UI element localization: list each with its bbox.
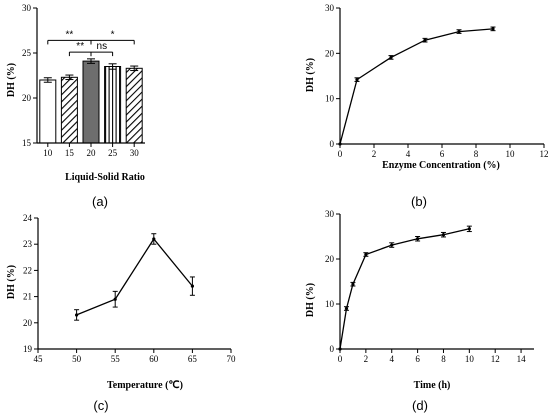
y-tick-label: 21 xyxy=(23,292,32,302)
x-tick-label: 0 xyxy=(338,149,343,159)
series-line xyxy=(339,28,494,145)
data-point xyxy=(190,284,194,288)
x-tick-label: 2 xyxy=(372,149,377,159)
significance-label: ** xyxy=(66,29,74,40)
x-tick-label: 6 xyxy=(440,149,445,159)
chart-a: 15 20 25 30 10 15 20 25 30 **** ns* Liquid-Solid R… xyxy=(6,3,145,209)
y-tick-label: 10 xyxy=(325,299,335,309)
data-point xyxy=(344,306,349,311)
data-point xyxy=(390,243,394,247)
x-tick-label: 12 xyxy=(491,354,500,364)
data-point xyxy=(364,252,368,257)
y-tick-label: 19 xyxy=(23,344,33,354)
x-tick-label: 4 xyxy=(389,354,394,364)
chart-b-panel-label: (b) xyxy=(411,194,427,209)
y-tick-label: 30 xyxy=(325,209,335,219)
x-tick-label: 70 xyxy=(227,354,237,364)
bar-10 xyxy=(39,79,57,144)
data-point xyxy=(457,29,461,34)
series-line xyxy=(339,228,470,350)
significance-label: ** xyxy=(76,41,84,52)
y-tick-label: 10 xyxy=(325,94,335,104)
chart-d: 0 10 20 30 0 2 4 6 8 10 12 14 Time (h) DH (%) (d) xyxy=(305,209,534,413)
x-tick-label: 45 xyxy=(34,354,44,364)
data-point xyxy=(467,227,471,231)
chart-b-ylabel: DH (%) xyxy=(305,58,316,92)
data-point xyxy=(152,237,156,241)
chart-c-panel-label: (c) xyxy=(93,398,108,413)
chart-c-xlabel: Temperature (℃) xyxy=(107,380,183,391)
chart-d-marks: 0 10 20 30 0 2 4 6 8 10 12 14 xyxy=(325,209,534,364)
y-tick-label: 15 xyxy=(22,138,32,148)
data-point xyxy=(75,313,79,317)
chart-c-marks: 19 20 21 22 23 24 45 50 55 60 65 70 xyxy=(23,213,236,364)
x-tick-label: 10 xyxy=(506,149,516,159)
y-tick-label: 20 xyxy=(325,254,335,264)
x-tick-label: 10 xyxy=(465,354,475,364)
chart-c: 19 20 21 22 23 24 45 50 55 60 65 70 Temperature (℃)… xyxy=(6,213,236,413)
data-point xyxy=(491,27,495,31)
x-tick-label: 0 xyxy=(338,354,343,364)
data-point xyxy=(389,55,393,60)
data-point xyxy=(416,237,420,241)
data-point xyxy=(338,142,342,146)
x-tick-label: 12 xyxy=(540,149,549,159)
x-tick-label: 14 xyxy=(517,354,527,364)
bar-20 xyxy=(82,60,100,144)
y-tick-label: 0 xyxy=(330,344,335,354)
significance-label: * xyxy=(111,29,115,40)
x-tick-label: 2 xyxy=(364,354,369,364)
y-tick-label: 22 xyxy=(23,265,32,275)
y-tick-label: 20 xyxy=(325,48,335,58)
chart-b: 0 10 20 30 0 2 4 6 8 10 12 Enzyme Concentration (%… xyxy=(305,3,549,209)
bar-15 xyxy=(60,76,78,144)
bar-30 xyxy=(125,67,143,144)
y-tick-label: 30 xyxy=(22,3,32,13)
chart-a-xlabel: Liquid-Solid Ratio xyxy=(65,172,145,183)
data-point xyxy=(355,78,359,82)
x-tick-label: 8 xyxy=(441,354,446,364)
x-tick-label: 15 xyxy=(65,148,75,158)
x-tick-label: 8 xyxy=(474,149,479,159)
chart-b-xlabel: Enzyme Concentration (%) xyxy=(382,160,500,171)
x-tick-label: 20 xyxy=(87,148,97,158)
data-point xyxy=(423,38,427,42)
y-tick-label: 24 xyxy=(23,213,33,223)
y-tick-label: 25 xyxy=(22,48,32,58)
x-tick-label: 30 xyxy=(130,148,140,158)
x-tick-label: 50 xyxy=(72,354,82,364)
chart-c-ylabel: DH (%) xyxy=(6,265,17,299)
y-tick-label: 20 xyxy=(23,318,33,328)
x-tick-label: 6 xyxy=(415,354,420,364)
y-tick-label: 30 xyxy=(325,3,335,13)
x-tick-label: 25 xyxy=(108,148,118,158)
chart-d-xlabel: Time (h) xyxy=(414,380,451,391)
chart-d-ylabel: DH (%) xyxy=(305,283,316,317)
chart-d-panel-label: (d) xyxy=(412,398,428,413)
chart-b-marks: 0 10 20 30 0 2 4 6 8 10 12 xyxy=(325,3,549,159)
chart-a-panel-label: (a) xyxy=(92,194,108,209)
x-tick-label: 10 xyxy=(43,148,53,158)
data-point xyxy=(351,282,355,286)
y-tick-label: 20 xyxy=(22,93,32,103)
y-tick-label: 23 xyxy=(23,239,33,249)
x-tick-label: 4 xyxy=(406,149,411,159)
x-tick-label: 55 xyxy=(111,354,121,364)
data-point xyxy=(441,233,446,237)
data-point xyxy=(113,297,117,301)
significance-label: ns xyxy=(97,41,108,52)
chart-a-ylabel: DH (%) xyxy=(6,63,17,97)
y-tick-label: 0 xyxy=(330,139,335,149)
bar-25 xyxy=(104,66,122,144)
series-line xyxy=(76,237,193,316)
data-point xyxy=(338,347,342,351)
x-tick-label: 65 xyxy=(188,354,198,364)
x-tick-label: 60 xyxy=(149,354,159,364)
chart-a-marks: 15 20 25 30 10 15 20 25 30 **** ns* xyxy=(22,3,145,158)
